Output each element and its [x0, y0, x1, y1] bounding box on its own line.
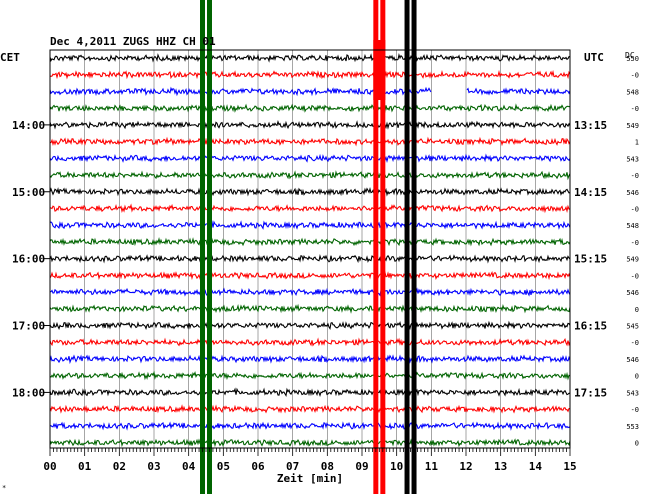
seismic-trace [49, 254, 571, 264]
dc-offset-label: 543 [626, 389, 639, 397]
x-tick-label: 03 [147, 460, 160, 473]
seismic-trace [49, 86, 571, 97]
seismic-trace [49, 337, 571, 347]
x-tick-label: 10 [390, 460, 403, 473]
x-tick-label: 11 [425, 460, 439, 473]
dc-offset-label: 546 [626, 289, 639, 297]
dc-offset-label: 0 [635, 440, 639, 448]
right-hour-label: 17:15 [574, 386, 607, 399]
seismic-trace [49, 303, 571, 314]
seismic-trace [49, 220, 571, 230]
x-tick-label: 00 [43, 460, 56, 473]
dc-offset-label: -0 [631, 272, 639, 280]
chart-axes: 550 -0 548 -0 549 1 543 -0 546 -0 548 -0 549 -0 546 0 54… [12, 49, 639, 473]
right-hour-label: 15:15 [574, 253, 607, 266]
left-hour-label: 15:00 [12, 186, 45, 199]
seismic-trace [49, 320, 571, 331]
seismic-trace [49, 203, 571, 214]
dc-offset-label: 553 [626, 423, 639, 431]
dc-offset-label: 548 [626, 222, 639, 230]
seismic-trace [49, 354, 571, 365]
corner-mark: * [2, 484, 6, 492]
seismic-trace [49, 437, 571, 448]
dc-offset-label: 546 [626, 356, 639, 364]
dc-offset-label: 549 [626, 122, 639, 130]
right-hour-label: 14:15 [574, 186, 607, 199]
x-tick-label: 12 [459, 460, 472, 473]
seismic-trace [49, 69, 571, 80]
x-tick-label: 02 [113, 460, 126, 473]
left-hour-label: 18:00 [12, 386, 45, 399]
event-band [207, 0, 212, 494]
dc-offset-label: -0 [631, 239, 639, 247]
seismic-trace [49, 236, 571, 247]
left-hour-label: 17:00 [12, 320, 45, 333]
event-band [411, 0, 417, 494]
chart-title: Dec 4,2011 ZUGS HHZ CH 01 [50, 35, 216, 48]
dc-offset-label: 545 [626, 323, 639, 331]
seismic-trace [50, 287, 571, 297]
seismic-trace [49, 421, 571, 431]
seismic-trace [49, 187, 571, 197]
event-band [200, 0, 205, 494]
dc-offset-label: -0 [631, 105, 639, 113]
right-hour-label: 13:15 [574, 119, 607, 132]
seismic-trace [49, 153, 571, 164]
left-timezone-label: CET [0, 51, 20, 64]
event-bands [200, 0, 417, 494]
x-axis-label: Zeit [min] [277, 472, 343, 485]
right-hour-label: 16:15 [574, 320, 607, 333]
seismic-trace [49, 387, 571, 398]
x-tick-label: 14 [529, 460, 543, 473]
event-band [380, 0, 386, 494]
dc-offset-label: 0 [635, 306, 639, 314]
dc-offset-label: 1 [635, 139, 639, 147]
x-tick-label: 13 [494, 460, 507, 473]
dc-offset-label: -0 [631, 172, 639, 180]
seismic-trace [49, 170, 571, 181]
x-tick-label: 07 [286, 460, 299, 473]
seismic-trace [49, 120, 571, 130]
right-timezone-label: UTC [584, 51, 604, 64]
event-band [373, 0, 379, 494]
seismic-trace [49, 103, 571, 113]
seismic-traces [49, 52, 571, 448]
dc-offset-label: -0 [631, 205, 639, 213]
dc-offset-label: -0 [631, 406, 639, 414]
x-tick-label: 08 [321, 460, 334, 473]
event-band [404, 0, 410, 494]
dc-offset-label: 550 [626, 55, 639, 63]
event-burst [373, 40, 386, 100]
dc-offset-label: -0 [631, 339, 639, 347]
seismic-trace [50, 136, 571, 147]
dc-offset-label: 543 [626, 155, 639, 163]
dc-offset-label: 0 [635, 373, 639, 381]
dc-label: DC [625, 51, 635, 60]
x-tick-label: 15 [563, 460, 576, 473]
seismic-trace [49, 370, 571, 381]
dc-offset-label: 546 [626, 189, 639, 197]
seismic-trace [49, 52, 571, 63]
dc-offset-label: 548 [626, 88, 639, 96]
dc-offset-label: -0 [631, 72, 639, 80]
left-hour-label: 16:00 [12, 253, 45, 266]
seismic-trace [49, 404, 570, 414]
x-tick-label: 06 [251, 460, 265, 473]
chart-grid [84, 50, 536, 448]
left-hour-label: 14:00 [12, 119, 45, 132]
dc-offset-label: 549 [626, 256, 639, 264]
x-tick-label: 09 [355, 460, 368, 473]
x-tick-label: 04 [182, 460, 196, 473]
x-tick-label: 05 [217, 460, 230, 473]
x-tick-label: 01 [78, 460, 92, 473]
seismic-trace [49, 270, 571, 281]
